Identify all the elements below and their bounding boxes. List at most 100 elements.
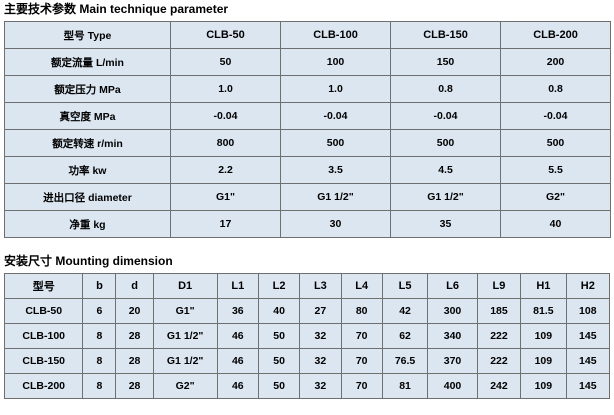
table1-body: 型号 Type CLB-50 CLB-100 CLB-150 CLB-200 额定流量 L… — [4, 21, 611, 238]
row-label: CLB-50 — [3, 298, 84, 324]
table-cell: 109 — [520, 323, 567, 349]
table-cell: G2" — [152, 373, 218, 399]
table-cell: G1 1/2" — [280, 183, 391, 211]
column-header: H1 — [520, 273, 567, 299]
table-cell: 242 — [476, 373, 522, 399]
table-cell: 46 — [216, 323, 259, 349]
table-header-row: 型号 b d D1 L1 L2 L3 L4 L5 L6 L9 H1 H2 — [3, 273, 611, 299]
table-cell: 20 — [115, 298, 154, 324]
table-cell: 500 — [390, 129, 501, 157]
table-cell: 70 — [340, 348, 383, 374]
table-cell: 32 — [299, 323, 342, 349]
table-cell: 28 — [115, 373, 154, 399]
table-cell: 8 — [82, 373, 117, 399]
table-cell: 42 — [381, 298, 429, 324]
section-title-mounting-dimension: 安装尺寸 Mounting dimension — [4, 254, 173, 268]
table-cell: 27 — [299, 298, 342, 324]
section-title-main-technique-parameter: 主要技术参数 Main technique parameter — [4, 2, 229, 16]
table-cell: 108 — [565, 298, 611, 324]
table-cell: 28 — [115, 348, 154, 374]
row-label: 额定压力 MPa — [4, 75, 171, 103]
table-row: 额定转速 r/min 800 500 500 500 — [4, 129, 611, 157]
table-row: 型号 Type CLB-50 CLB-100 CLB-150 CLB-200 — [4, 21, 611, 49]
column-header: L3 — [299, 273, 342, 299]
table-cell: 62 — [381, 323, 429, 349]
table-cell: 3.5 — [280, 156, 391, 184]
table-cell: 81.5 — [520, 298, 567, 324]
table-cell: 50 — [257, 373, 301, 399]
table-cell: 8 — [82, 348, 117, 374]
table-cell: -0.04 — [500, 102, 611, 130]
table-row: CLB-50 6 20 G1" 36 40 27 80 42 300 185 81.5 108 — [3, 298, 611, 324]
table-cell: 36 — [216, 298, 259, 324]
table-cell: 0.8 — [500, 75, 611, 103]
table-cell: G2" — [500, 183, 611, 211]
column-header: L6 — [427, 273, 478, 299]
table-cell: 40 — [257, 298, 301, 324]
table-cell: 46 — [216, 348, 259, 374]
row-label: 真空度 MPa — [4, 102, 171, 130]
table-cell: 1.0 — [170, 75, 281, 103]
table-cell: 32 — [299, 373, 342, 399]
row-label: CLB-150 — [3, 348, 84, 374]
table-row: CLB-150 8 28 G1 1/2" 46 50 32 70 76.5 370 222 109 14… — [3, 348, 611, 374]
table-cell: 70 — [340, 373, 383, 399]
row-label: 额定流量 L/min — [4, 48, 171, 76]
table-cell: G1" — [170, 183, 281, 211]
table-cell: 46 — [216, 373, 259, 399]
column-header: L2 — [257, 273, 301, 299]
table-row: 额定流量 L/min 50 100 150 200 — [4, 48, 611, 76]
table-cell: 50 — [257, 323, 301, 349]
row-label: CLB-100 — [3, 323, 84, 349]
table-cell: 109 — [520, 348, 567, 374]
table-cell: 80 — [340, 298, 383, 324]
table-row: 净重 kg 17 30 35 40 — [4, 210, 611, 238]
table-cell: 6 — [82, 298, 117, 324]
table-cell: 40 — [500, 210, 611, 238]
row-label: 额定转速 r/min — [4, 129, 171, 157]
column-header: D1 — [152, 273, 218, 299]
column-header: L1 — [216, 273, 259, 299]
table-cell: 370 — [427, 348, 478, 374]
row-label: 进出口径 diameter — [4, 183, 171, 211]
column-header: L4 — [340, 273, 383, 299]
table-cell: G1 1/2" — [152, 323, 218, 349]
column-header: L9 — [476, 273, 522, 299]
table-cell: 50 — [170, 48, 281, 76]
model-header-cell: CLB-100 — [280, 21, 391, 49]
table-row: 进出口径 diameter G1" G1 1/2" G1 1/2" G2" — [4, 183, 611, 211]
table-cell: 81 — [381, 373, 429, 399]
table-cell: 185 — [476, 298, 522, 324]
table-cell: 145 — [565, 323, 611, 349]
column-header: H2 — [565, 273, 611, 299]
table2-body: 型号 b d D1 L1 L2 L3 L4 L5 L6 L9 H1 H2 CLB-50 6 20 G1" 36 40… — [3, 273, 611, 399]
table-cell: G1 1/2" — [390, 183, 501, 211]
table-row: CLB-100 8 28 G1 1/2" 46 50 32 70 62 340 222 109 145 — [3, 323, 611, 349]
table-row: 功率 kw 2.2 3.5 4.5 5.5 — [4, 156, 611, 184]
table-cell: 35 — [390, 210, 501, 238]
table-cell: 500 — [500, 129, 611, 157]
table-cell: 28 — [115, 323, 154, 349]
table-cell: 2.2 — [170, 156, 281, 184]
table-cell: 0.8 — [390, 75, 501, 103]
table-row: CLB-200 8 28 G2" 46 50 32 70 81 400 242 109 145 — [3, 373, 611, 399]
table-cell: 150 — [390, 48, 501, 76]
table-cell: 5.5 — [500, 156, 611, 184]
row-label: 功率 kw — [4, 156, 171, 184]
row-label: 净重 kg — [4, 210, 171, 238]
table-cell: 70 — [340, 323, 383, 349]
main-technique-parameter-table: 型号 Type CLB-50 CLB-100 CLB-150 CLB-200 额定流量 L… — [4, 21, 611, 238]
table-cell: 222 — [476, 323, 522, 349]
table-cell: 8 — [82, 323, 117, 349]
table-cell: G1" — [152, 298, 218, 324]
table-cell: 76.5 — [381, 348, 429, 374]
table-cell: 145 — [565, 373, 611, 399]
table-cell: 500 — [280, 129, 391, 157]
table-cell: -0.04 — [170, 102, 281, 130]
column-header: b — [82, 273, 117, 299]
table-cell: 300 — [427, 298, 478, 324]
table-cell: 400 — [427, 373, 478, 399]
table-cell: 32 — [299, 348, 342, 374]
model-header-cell: CLB-50 — [170, 21, 281, 49]
